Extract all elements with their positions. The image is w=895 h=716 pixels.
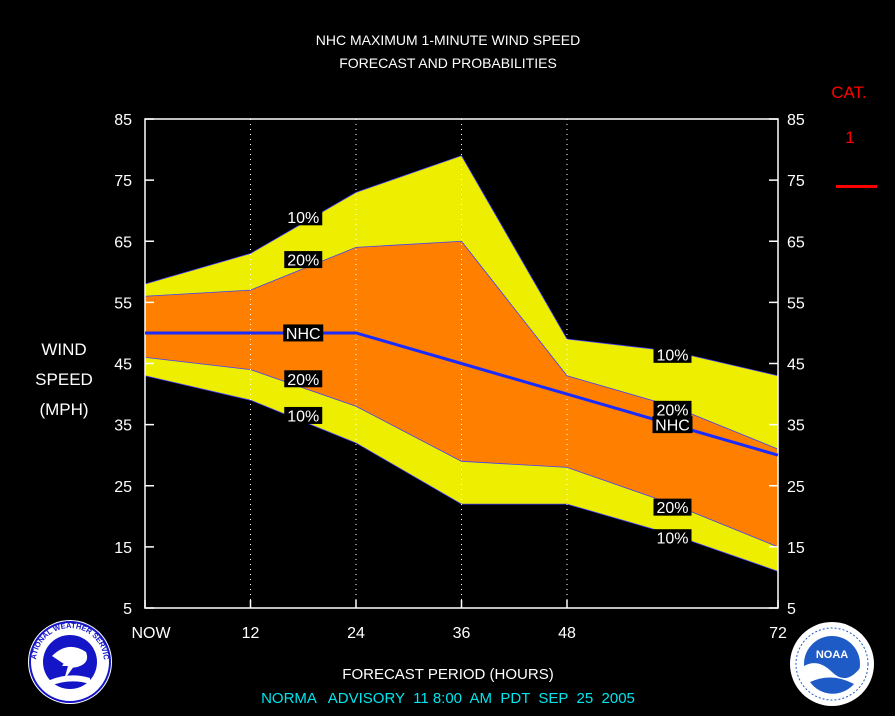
band-label-text: NHC bbox=[655, 418, 690, 435]
band-label-box bbox=[653, 345, 692, 363]
x-tick-label-12: 12 bbox=[242, 625, 260, 642]
y-tick-label-right-75: 75 bbox=[787, 173, 805, 190]
x-tick-label-24: 24 bbox=[347, 625, 365, 642]
band-label-text: 20% bbox=[656, 500, 688, 517]
band-label-text: 20% bbox=[656, 402, 688, 419]
x-tick-label-NOW: NOW bbox=[131, 625, 171, 642]
band-label-text: 20% bbox=[287, 372, 319, 389]
band-label-box bbox=[653, 529, 692, 547]
band-label-text: 10% bbox=[656, 347, 688, 364]
band-label-text: NHC bbox=[286, 326, 321, 343]
band-label-20pct-3: 20% bbox=[284, 370, 323, 389]
y-tick-label-left-5: 5 bbox=[123, 601, 132, 618]
y-tick-label-left-85: 85 bbox=[114, 112, 132, 129]
band-label-box bbox=[653, 400, 692, 418]
y-tick-label-right-85: 85 bbox=[787, 112, 805, 129]
x-tick-label-72: 72 bbox=[769, 625, 787, 642]
band-label-10pct-9: 10% bbox=[653, 529, 692, 548]
band-label-20pct-6: 20% bbox=[653, 400, 692, 419]
band-label-box bbox=[284, 208, 323, 226]
y-tick-label-left-75: 75 bbox=[114, 173, 132, 190]
band-label-nhc-2: NHC bbox=[283, 324, 324, 343]
y-tick-label-right-45: 45 bbox=[787, 357, 805, 374]
y-tick-label-left-65: 65 bbox=[114, 234, 132, 251]
x-tick-label-48: 48 bbox=[558, 625, 576, 642]
band-label-text: 10% bbox=[287, 408, 319, 425]
noaa-logo: NOAA bbox=[790, 622, 874, 706]
y-tick-label-left-45: 45 bbox=[114, 357, 132, 374]
y-tick-label-left-15: 15 bbox=[114, 540, 132, 557]
y-tick-label-right-25: 25 bbox=[787, 479, 805, 496]
advisory-footer: NORMA ADVISORY 11 8:00 AM PDT SEP 25 200… bbox=[261, 690, 635, 707]
band-label-box bbox=[652, 416, 693, 434]
band-label-box bbox=[284, 251, 323, 269]
category-line-marker bbox=[836, 185, 877, 188]
y-tick-label-right-55: 55 bbox=[787, 295, 805, 312]
band-label-box bbox=[283, 324, 324, 342]
x-axis-label: FORECAST PERIOD (HOURS) bbox=[342, 666, 553, 683]
band-label-10pct-5: 10% bbox=[653, 345, 692, 364]
noaa-logo-text: NOAA bbox=[816, 649, 848, 661]
category-label: CAT. bbox=[831, 83, 867, 102]
y-axis-label-line-3: (MPH) bbox=[39, 400, 88, 419]
band-label-20pct-1: 20% bbox=[284, 251, 323, 270]
band-label-box bbox=[284, 406, 323, 424]
y-tick-label-left-55: 55 bbox=[114, 295, 132, 312]
y-axis-label-line-2: SPEED bbox=[35, 370, 93, 389]
band-label-text: 10% bbox=[287, 210, 319, 227]
category-value: 1 bbox=[845, 128, 854, 147]
band-label-10pct-0: 10% bbox=[284, 208, 323, 227]
chart-subtitle: FORECAST AND PROBABILITIES bbox=[339, 55, 557, 71]
y-tick-label-right-35: 35 bbox=[787, 418, 805, 435]
y-tick-label-left-35: 35 bbox=[114, 418, 132, 435]
nws-logo: NATIONAL WEATHER SERVICE bbox=[28, 620, 112, 704]
y-tick-label-right-65: 65 bbox=[787, 234, 805, 251]
band-label-nhc-7: NHC bbox=[652, 416, 693, 435]
chart-title: NHC MAXIMUM 1-MINUTE WIND SPEED bbox=[316, 32, 580, 48]
y-tick-label-right-15: 15 bbox=[787, 540, 805, 557]
band-label-20pct-8: 20% bbox=[653, 498, 692, 517]
band-label-10pct-4: 10% bbox=[284, 406, 323, 425]
band-label-text: 20% bbox=[287, 253, 319, 270]
x-tick-label-36: 36 bbox=[453, 625, 471, 642]
band-label-text: 10% bbox=[656, 531, 688, 548]
band-label-box bbox=[653, 498, 692, 516]
y-tick-label-left-25: 25 bbox=[114, 479, 132, 496]
y-axis-label-line-1: WIND bbox=[41, 340, 86, 359]
y-tick-label-right-5: 5 bbox=[787, 601, 796, 618]
band-label-box bbox=[284, 370, 323, 388]
